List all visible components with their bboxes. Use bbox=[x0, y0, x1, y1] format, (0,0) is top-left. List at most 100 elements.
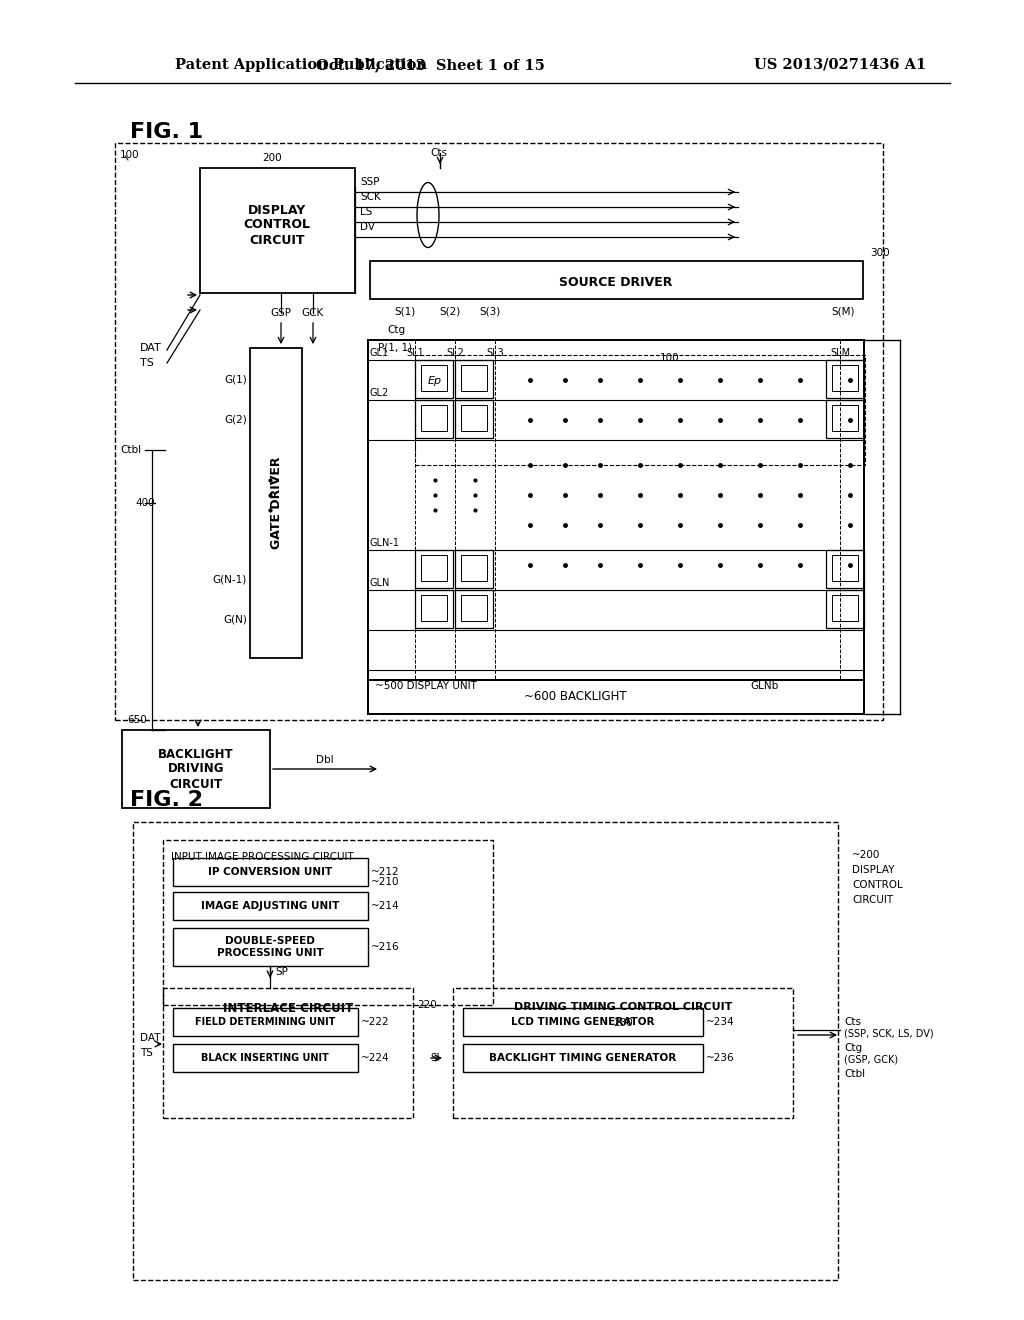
Bar bbox=[415, 355, 865, 465]
Text: ~214: ~214 bbox=[371, 902, 399, 911]
Bar bbox=[455, 550, 493, 587]
Bar bbox=[421, 366, 447, 391]
Bar bbox=[461, 595, 487, 620]
Text: LCD TIMING GENERATOR: LCD TIMING GENERATOR bbox=[511, 1016, 654, 1027]
Text: ~210: ~210 bbox=[371, 876, 399, 887]
Bar bbox=[831, 405, 858, 432]
Text: BACKLIGHT
DRIVING
CIRCUIT: BACKLIGHT DRIVING CIRCUIT bbox=[158, 747, 233, 791]
Text: 100: 100 bbox=[660, 352, 680, 363]
Bar bbox=[122, 730, 270, 808]
Text: GL2: GL2 bbox=[369, 388, 388, 399]
Text: 650: 650 bbox=[127, 715, 146, 725]
Text: ~216: ~216 bbox=[371, 942, 399, 952]
Text: 300: 300 bbox=[870, 248, 890, 257]
Text: ~236: ~236 bbox=[706, 1053, 734, 1063]
Bar bbox=[826, 360, 864, 399]
Text: DAT: DAT bbox=[140, 343, 162, 352]
Bar bbox=[826, 550, 864, 587]
Bar bbox=[415, 360, 453, 399]
Bar bbox=[173, 892, 368, 920]
Bar bbox=[455, 400, 493, 438]
Bar bbox=[455, 590, 493, 628]
Bar bbox=[173, 1044, 358, 1072]
Text: SOURCE DRIVER: SOURCE DRIVER bbox=[559, 276, 673, 289]
Text: ~234: ~234 bbox=[706, 1016, 734, 1027]
Bar bbox=[173, 858, 368, 886]
Text: Ctbl: Ctbl bbox=[120, 445, 141, 455]
Text: Ep: Ep bbox=[428, 376, 442, 385]
Text: FIG. 2: FIG. 2 bbox=[130, 789, 203, 810]
Text: GATE DRIVER: GATE DRIVER bbox=[269, 457, 283, 549]
Bar bbox=[826, 590, 864, 628]
Text: ~224: ~224 bbox=[361, 1053, 389, 1063]
Text: 100: 100 bbox=[120, 150, 139, 160]
Bar bbox=[133, 822, 838, 1280]
Text: ~200: ~200 bbox=[852, 850, 881, 861]
Bar bbox=[461, 366, 487, 391]
Bar bbox=[250, 348, 302, 657]
Text: G(N-1): G(N-1) bbox=[213, 576, 247, 585]
Text: Oct. 17, 2013  Sheet 1 of 15: Oct. 17, 2013 Sheet 1 of 15 bbox=[315, 58, 545, 73]
Text: Ctg: Ctg bbox=[844, 1043, 862, 1053]
Text: BLACK INSERTING UNIT: BLACK INSERTING UNIT bbox=[201, 1053, 329, 1063]
Text: INPUT IMAGE PROCESSING CIRCUIT: INPUT IMAGE PROCESSING CIRCUIT bbox=[171, 851, 353, 862]
Text: ~600 BACKLIGHT: ~600 BACKLIGHT bbox=[523, 690, 627, 704]
Text: GLN-1: GLN-1 bbox=[369, 539, 399, 548]
Text: Patent Application Publication: Patent Application Publication bbox=[175, 58, 427, 73]
Text: US 2013/0271436 A1: US 2013/0271436 A1 bbox=[754, 58, 926, 73]
Text: Cts: Cts bbox=[430, 148, 447, 158]
Text: GLNb: GLNb bbox=[750, 681, 778, 690]
Bar bbox=[831, 595, 858, 620]
Bar bbox=[368, 341, 864, 714]
Text: IP CONVERSION UNIT: IP CONVERSION UNIT bbox=[208, 867, 332, 876]
Bar bbox=[461, 405, 487, 432]
Bar bbox=[421, 554, 447, 581]
Text: SL3: SL3 bbox=[486, 348, 504, 358]
Bar bbox=[368, 680, 864, 714]
Bar bbox=[173, 928, 368, 966]
Text: DAT: DAT bbox=[140, 1034, 161, 1043]
Text: DV: DV bbox=[360, 222, 375, 232]
Text: (SSP, SCK, LS, DV): (SSP, SCK, LS, DV) bbox=[844, 1028, 934, 1038]
Text: 200: 200 bbox=[262, 153, 282, 162]
Bar bbox=[463, 1044, 703, 1072]
Text: 220: 220 bbox=[417, 1001, 437, 1010]
Bar bbox=[421, 405, 447, 432]
Text: FIELD DETERMINING UNIT: FIELD DETERMINING UNIT bbox=[195, 1016, 335, 1027]
Text: DOUBLE-SPEED
PROCESSING UNIT: DOUBLE-SPEED PROCESSING UNIT bbox=[217, 936, 324, 958]
Text: Ctbl: Ctbl bbox=[844, 1069, 865, 1078]
Bar bbox=[415, 590, 453, 628]
Bar bbox=[200, 168, 355, 293]
Bar bbox=[163, 840, 493, 1005]
Text: GL1: GL1 bbox=[369, 348, 388, 358]
Text: ~500 DISPLAY UNIT: ~500 DISPLAY UNIT bbox=[375, 681, 477, 690]
Text: SL1: SL1 bbox=[407, 348, 424, 358]
Text: Ctg: Ctg bbox=[387, 325, 406, 335]
Text: DISPLAY: DISPLAY bbox=[852, 865, 895, 875]
Bar bbox=[370, 261, 863, 300]
Text: G(2): G(2) bbox=[224, 414, 247, 425]
Text: SP: SP bbox=[275, 968, 288, 977]
Bar bbox=[826, 400, 864, 438]
Text: SLM: SLM bbox=[829, 348, 850, 358]
Text: CIRCUIT: CIRCUIT bbox=[852, 895, 893, 906]
Text: CONTROL: CONTROL bbox=[852, 880, 903, 890]
Text: ~222: ~222 bbox=[361, 1016, 389, 1027]
Text: S(3): S(3) bbox=[479, 306, 501, 315]
Text: G(N): G(N) bbox=[223, 615, 247, 624]
Text: DRIVING TIMING CONTROL CIRCUIT: DRIVING TIMING CONTROL CIRCUIT bbox=[514, 1002, 732, 1012]
Text: BACKLIGHT TIMING GENERATOR: BACKLIGHT TIMING GENERATOR bbox=[489, 1053, 677, 1063]
Text: IMAGE ADJUSTING UNIT: IMAGE ADJUSTING UNIT bbox=[201, 902, 339, 911]
Text: S(2): S(2) bbox=[439, 306, 461, 315]
Text: S(1): S(1) bbox=[394, 306, 416, 315]
Text: GSP: GSP bbox=[270, 308, 292, 318]
Bar bbox=[415, 550, 453, 587]
Bar bbox=[463, 1008, 703, 1036]
Text: Dbl: Dbl bbox=[316, 755, 334, 766]
Text: SL2: SL2 bbox=[446, 348, 464, 358]
Text: 400: 400 bbox=[135, 498, 155, 508]
Text: Cts: Cts bbox=[844, 1016, 861, 1027]
Bar bbox=[461, 554, 487, 581]
Bar bbox=[115, 143, 883, 719]
Bar bbox=[453, 987, 793, 1118]
